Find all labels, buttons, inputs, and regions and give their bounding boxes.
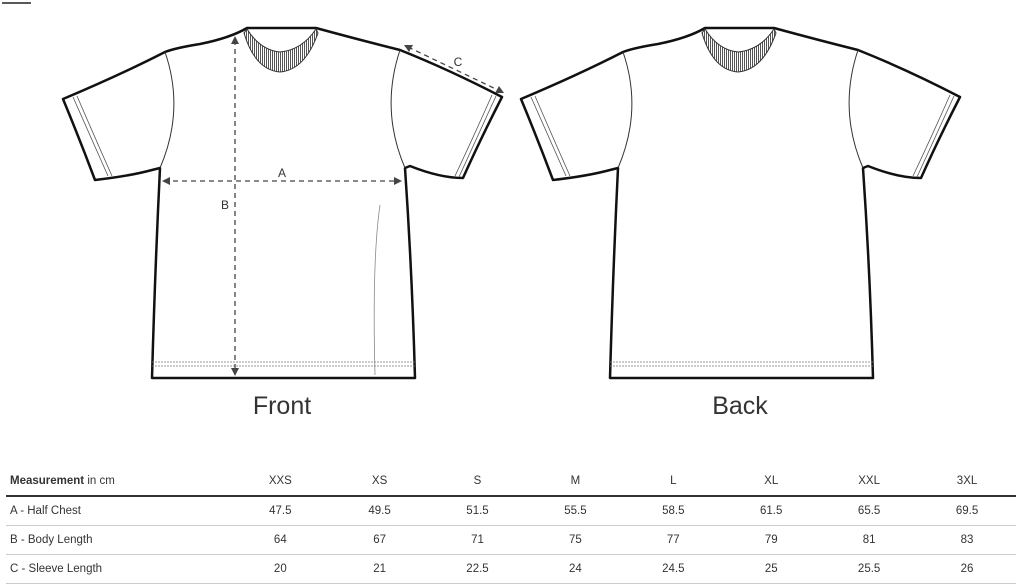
back-label: Back [712, 392, 768, 420]
table-cell: 69.5 [918, 496, 1016, 526]
table-cell: 22.5 [428, 554, 527, 584]
table-row: A - Half Chest 47.5 49.5 51.5 55.5 58.5 61.5 65… [6, 496, 1016, 526]
size-header: L [624, 467, 723, 497]
table-row: C - Sleeve Length 20 21 22.5 24 24.5 25 25.5 26 [6, 554, 1016, 584]
table-cell: 65.5 [820, 496, 919, 526]
table-cell: 24.5 [624, 554, 723, 584]
front-label: Front [252, 392, 312, 420]
size-header: M [526, 467, 625, 497]
size-header: XXS [230, 467, 331, 497]
size-chart-table: Measurement in cm XXS XS S M L XL XXL 3X… [6, 467, 1016, 584]
table-header-row: Measurement in cm XXS XS S M L XL XXL 3X… [6, 467, 1016, 497]
arrowheads [162, 36, 504, 376]
table-cell: 83 [918, 525, 1016, 555]
dimension-lines [164, 40, 501, 372]
table-cell: 26 [918, 554, 1016, 584]
table-cell: 21 [330, 554, 429, 584]
table-cell: 55.5 [526, 496, 625, 526]
table-cell: 58.5 [624, 496, 723, 526]
table-cell: 64 [230, 525, 331, 555]
table-cell: 71 [428, 525, 527, 555]
fold-line [373, 204, 381, 376]
table-cell: 25 [722, 554, 821, 584]
back-shirt [519, 26, 962, 380]
front-shirt [61, 26, 504, 380]
table-row: B - Body Length 64 67 71 75 77 79 81 83 [6, 525, 1016, 555]
table-cell: 24 [526, 554, 625, 584]
table-cell: 25.5 [820, 554, 919, 584]
table-cell: 75 [526, 525, 625, 555]
measurement-header: Measurement in cm [6, 467, 230, 497]
row-label: B - Body Length [6, 525, 230, 555]
measurement-header-bold: Measurement [10, 475, 85, 487]
table-cell: 67 [330, 525, 429, 555]
table-cell: 51.5 [428, 496, 527, 526]
measurement-header-unit: in cm [84, 475, 115, 487]
tshirt-diagram: A B C [2, 2, 962, 380]
size-header: XXL [820, 467, 919, 497]
size-header: 3XL [918, 467, 1016, 497]
dimension-c-label: C [454, 55, 463, 69]
dimension-a-label: A [278, 166, 286, 180]
size-header: XL [722, 467, 821, 497]
table-cell: 49.5 [330, 496, 429, 526]
row-label: C - Sleeve Length [6, 554, 230, 584]
table-cell: 61.5 [722, 496, 821, 526]
row-label: A - Half Chest [6, 496, 230, 526]
table-cell: 20 [230, 554, 331, 584]
dimension-b-label: B [221, 198, 229, 212]
size-header: S [428, 467, 527, 497]
table-cell: 79 [722, 525, 821, 555]
table-cell: 81 [820, 525, 919, 555]
size-header: XS [330, 467, 429, 497]
table-cell: 47.5 [230, 496, 331, 526]
table-cell: 77 [624, 525, 723, 555]
